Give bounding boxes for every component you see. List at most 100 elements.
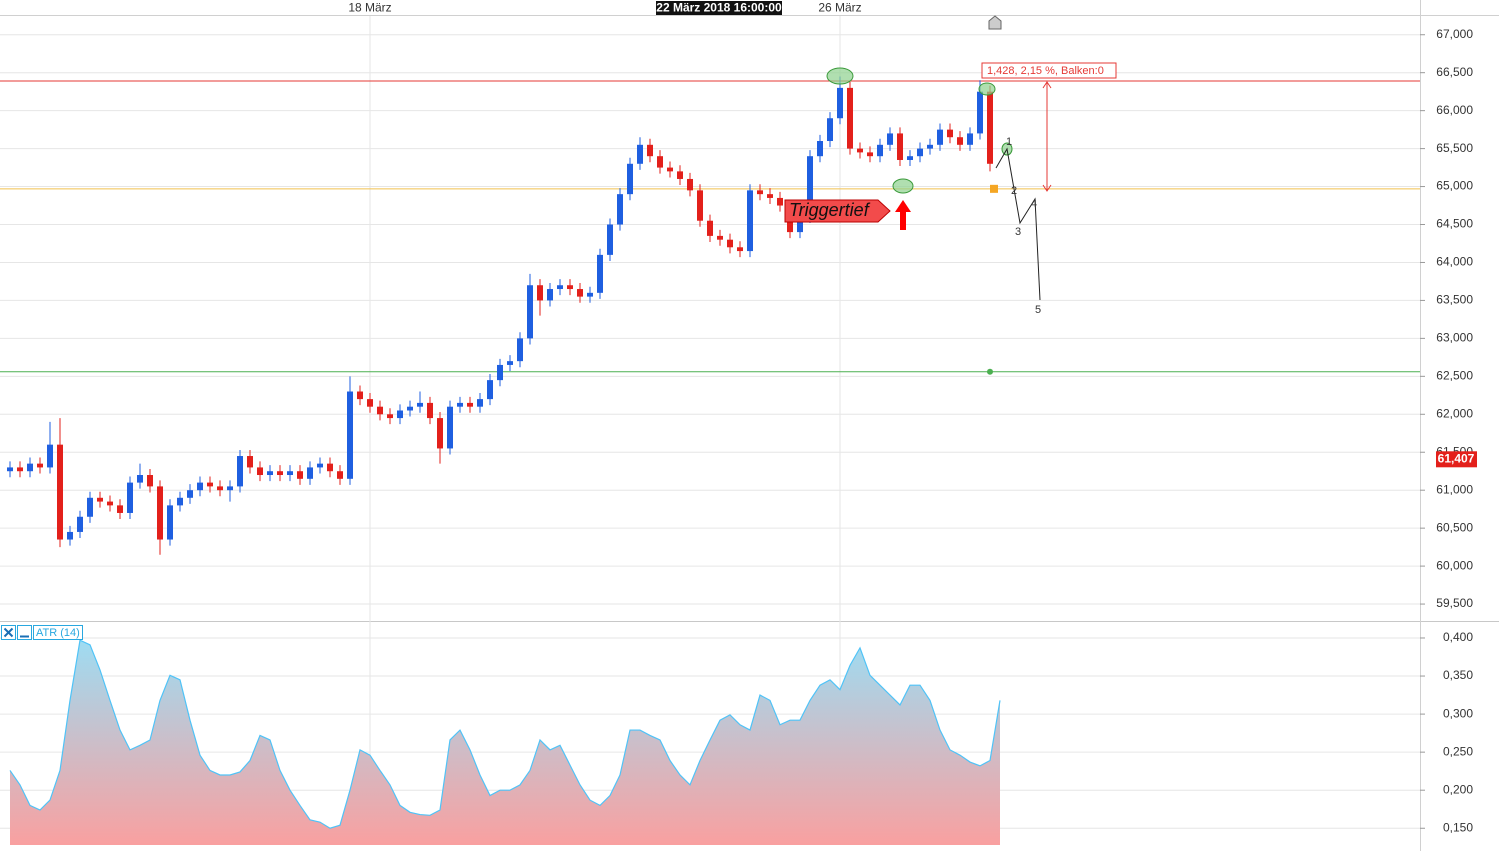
pivot-ellipse	[978, 82, 996, 96]
candle-body	[427, 402, 433, 419]
indicator-header: ATR (14)	[1, 625, 83, 640]
indicator-area	[10, 640, 1000, 845]
annotations: 1,428, 2,15 %, Balken:0 Triggertief 1 2 …	[784, 15, 1117, 316]
candle-body	[667, 167, 673, 172]
candle-body	[927, 144, 933, 149]
candle-body	[457, 402, 463, 407]
candle-body	[877, 144, 883, 157]
marks	[7, 76, 1001, 845]
candle-body	[597, 254, 603, 293]
candle-body	[867, 152, 873, 157]
candle-body	[7, 467, 13, 472]
candle-body	[267, 471, 273, 476]
candle-body	[827, 118, 833, 142]
candle-body	[207, 482, 213, 487]
candle-body	[497, 364, 503, 381]
crosshair-label: 22 März 2018 16:00:00	[656, 1, 782, 15]
y-tick-label: 0,400	[1443, 630, 1473, 644]
candle-body	[697, 190, 703, 221]
wave-label: 1	[1006, 136, 1012, 148]
trigger-label: Triggertief	[789, 200, 871, 220]
candle-body	[487, 380, 493, 400]
candle-body	[187, 490, 193, 498]
candle-body	[587, 292, 593, 297]
candle-body	[517, 338, 523, 362]
y-tick-label: 0,150	[1443, 820, 1473, 834]
candle-body	[247, 456, 253, 468]
wave-label: 4	[1031, 198, 1037, 210]
candle-body	[97, 497, 103, 502]
candle-body	[377, 406, 383, 415]
candle-body	[307, 467, 313, 479]
candle-body	[847, 87, 853, 149]
candle-body	[797, 216, 803, 233]
candle-body	[147, 475, 153, 487]
candle-body	[547, 289, 553, 301]
y-tick-label: 0,250	[1443, 744, 1473, 758]
candle-body	[767, 194, 773, 198]
candle-body	[607, 224, 613, 255]
pivot-ellipse	[826, 67, 854, 85]
indicator-box[interactable]	[33, 625, 83, 640]
candle-body	[647, 144, 653, 157]
candle-body	[157, 486, 163, 540]
candle-body	[777, 197, 783, 206]
candle-body	[57, 444, 63, 540]
candle-body	[717, 235, 723, 240]
candle-body	[387, 414, 393, 419]
candle-body	[347, 391, 353, 479]
marker-icon[interactable]	[988, 15, 1002, 30]
candle-body	[817, 141, 823, 157]
candle-body	[277, 471, 283, 476]
candle-body	[17, 467, 23, 472]
y-tick-label: 62,500	[1436, 369, 1473, 383]
level-dot	[987, 368, 993, 375]
candle-body	[37, 463, 43, 468]
candle-body	[117, 505, 123, 513]
y-tick-label: 60,500	[1436, 520, 1473, 534]
candle-body	[197, 482, 203, 491]
wave-path	[995, 147, 1041, 301]
candle-body	[87, 497, 93, 517]
measure-arrowhead	[1042, 184, 1052, 192]
candle-body	[757, 190, 763, 195]
y-tick-label: 59,500	[1436, 596, 1473, 610]
candle-body	[687, 178, 693, 191]
candle-body	[67, 531, 73, 540]
candle-body	[957, 137, 963, 145]
indicator-line	[9, 639, 1001, 829]
candle-body	[557, 285, 563, 290]
candle-body	[127, 482, 133, 513]
x-tick-label: 26 März	[818, 1, 861, 15]
y-tick-label: 60,000	[1436, 558, 1473, 572]
candle-body	[477, 399, 483, 407]
candle-body	[367, 399, 373, 407]
candle-body	[987, 91, 993, 164]
wave-label: 2	[1011, 185, 1017, 197]
pivot-ellipse	[892, 178, 914, 194]
candle-body	[397, 410, 403, 419]
y-tick-label: 67,000	[1436, 27, 1473, 41]
wave-label: 5	[1035, 304, 1041, 316]
candle-body	[707, 220, 713, 236]
candle-body	[237, 456, 243, 487]
trigger-callout	[784, 199, 891, 223]
candle-body	[807, 156, 813, 217]
measure-label: 1,428, 2,15 %, Balken:0	[987, 65, 1104, 77]
y-tick-label: 64,000	[1436, 255, 1473, 269]
candle-body	[857, 148, 863, 153]
candle-body	[107, 501, 113, 506]
level-marker	[990, 184, 998, 193]
y-tick-label: 0,300	[1443, 706, 1473, 720]
indicator-title: ATR (14)	[36, 627, 80, 639]
candle-body	[27, 463, 33, 472]
candle-body	[537, 285, 543, 301]
candle-body	[407, 406, 413, 411]
candle-body	[417, 402, 423, 407]
candle-body	[907, 156, 913, 160]
y-tick-label: 62,000	[1436, 406, 1473, 420]
candle-body	[437, 418, 443, 449]
candle-body	[917, 148, 923, 157]
